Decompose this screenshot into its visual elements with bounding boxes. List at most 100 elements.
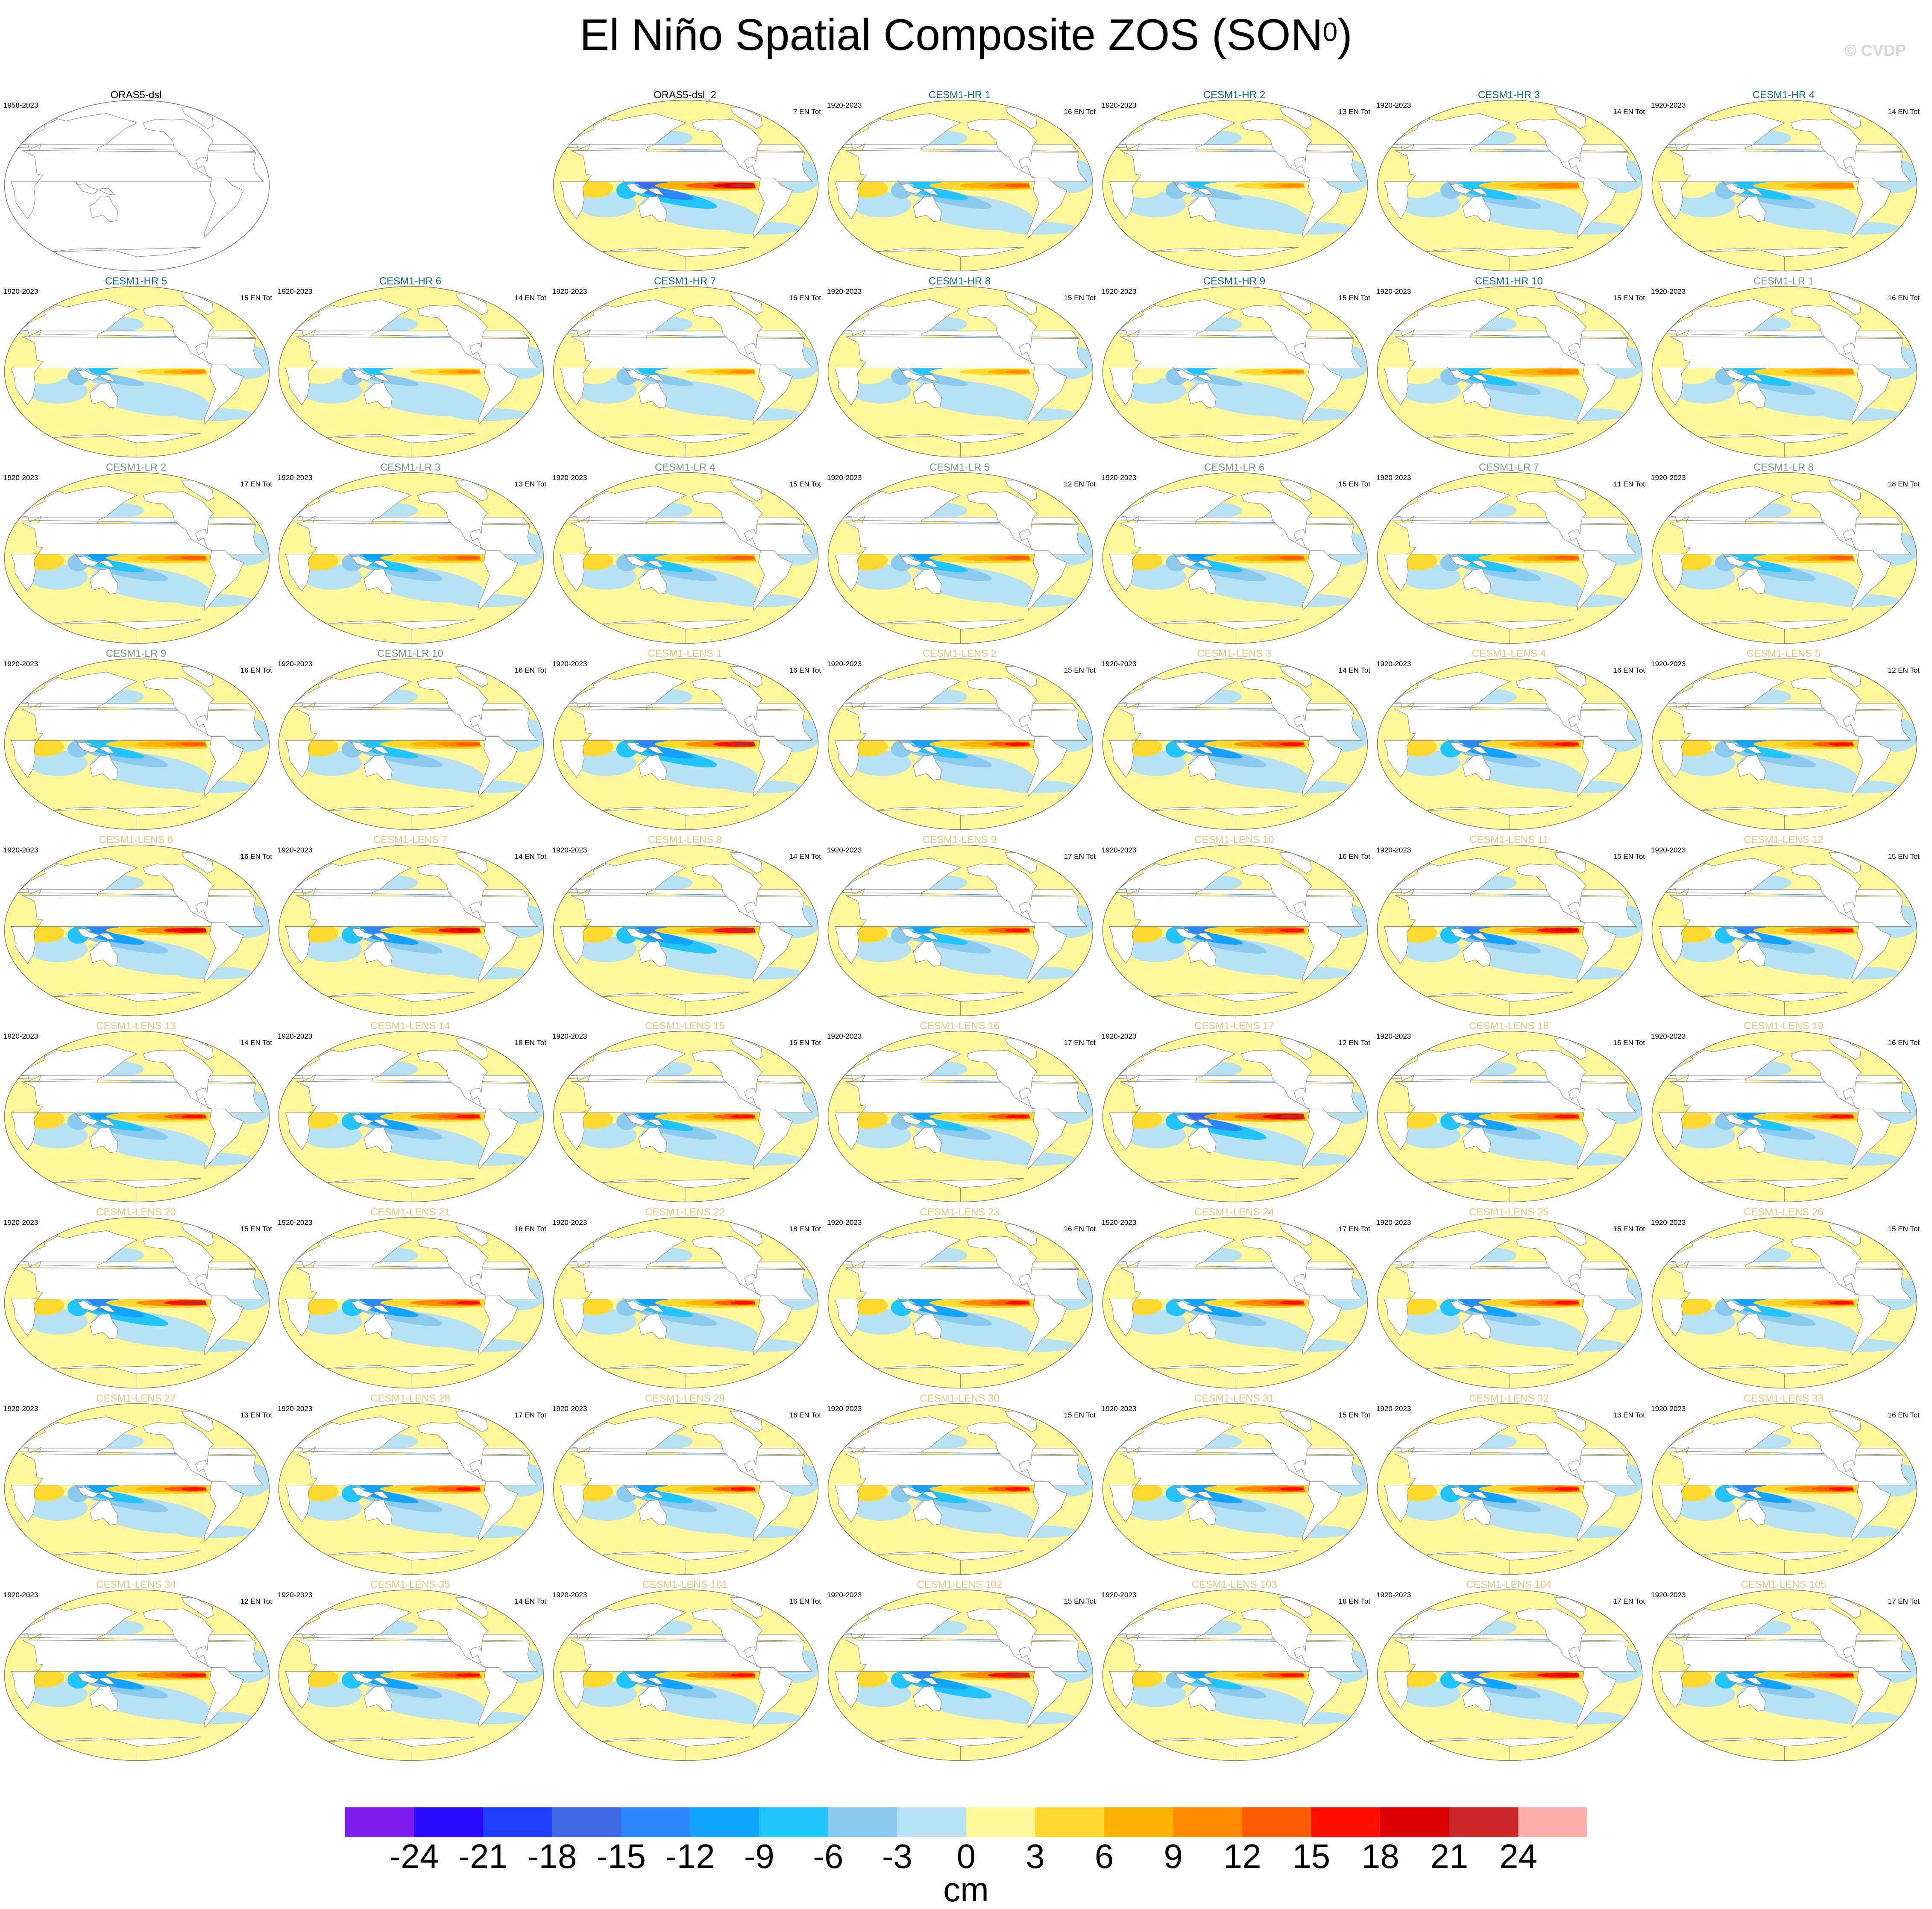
coastline <box>638 196 667 222</box>
panel-title: CESM1-LENS 8 <box>648 834 722 846</box>
coastline <box>692 305 763 365</box>
colorbar-tick-label: 15 <box>1292 1837 1331 1875</box>
coastline <box>598 619 750 644</box>
coastline <box>638 382 667 408</box>
colorbar-tick-label: 21 <box>1430 1837 1469 1875</box>
anomaly-contour <box>1554 742 1580 746</box>
panel-title: CESM1-LENS 103 <box>1191 1579 1277 1590</box>
anomaly-contour <box>730 184 756 187</box>
globe-outline <box>553 658 819 830</box>
coastline <box>638 940 667 967</box>
coastline <box>872 433 1024 457</box>
panel-years: 1920-2023 <box>1651 660 1686 668</box>
panel-event-count: 16 EN Tot <box>1064 1225 1096 1233</box>
coastline <box>1241 305 1312 365</box>
world-map <box>1651 100 1917 272</box>
globe-outline <box>1377 1031 1643 1203</box>
panel-years: 1920-2023 <box>3 846 38 854</box>
panel-years: 1920-2023 <box>1102 1591 1137 1599</box>
coastline <box>1027 1109 1067 1169</box>
map-panel: CESM1-LENS 17 1920-2023 12 EN Tot <box>1098 1021 1370 1206</box>
panel-years: 1920-2023 <box>1376 1405 1411 1413</box>
anomaly-contour <box>450 1525 527 1538</box>
map-panel: CESM1-LENS 34 1920-2023 12 EN Tot <box>0 1579 272 1765</box>
panel-years: 1920-2023 <box>278 1032 313 1040</box>
coastline <box>1447 1298 1489 1313</box>
panel-years: 1920-2023 <box>1651 474 1686 482</box>
panel-event-count: 18 EN Tot <box>789 1225 821 1233</box>
coastline <box>1302 736 1342 797</box>
panel-years: 1920-2023 <box>827 474 862 482</box>
panel-event-count: 15 EN Tot <box>1613 852 1645 861</box>
world-map <box>1651 1031 1917 1203</box>
world-map <box>553 472 819 644</box>
coastline <box>74 1298 116 1313</box>
coastline <box>1851 1667 1891 1728</box>
anomaly-contour <box>455 742 481 746</box>
globe-outline <box>1651 844 1917 1016</box>
anomaly-contour <box>1401 1309 1461 1335</box>
map-panel: CESM1-LENS 8 1920-2023 14 EN Tot <box>549 834 821 1020</box>
panel-event-count: 17 EN Tot <box>514 1411 546 1419</box>
panel-years: 1920-2023 <box>278 846 313 854</box>
colorbar-tick-label: 6 <box>1094 1837 1114 1875</box>
coastline <box>1172 367 1214 382</box>
coastline <box>1241 1236 1312 1296</box>
anomaly-contour <box>1675 564 1736 590</box>
coastline <box>913 940 942 967</box>
anomaly-contour <box>1554 928 1580 932</box>
anomaly-contour <box>455 1673 481 1677</box>
anomaly-contour <box>999 594 1076 607</box>
coastline <box>364 568 393 594</box>
map-panel: CESM1-LENS 25 1920-2023 15 EN Tot <box>1373 1207 1645 1393</box>
colorbar-swatch <box>552 1807 622 1837</box>
map-panel: CESM1-LENS 29 1920-2023 16 EN Tot <box>549 1393 821 1579</box>
anomaly-contour <box>730 742 756 746</box>
globe-outline <box>827 1217 1094 1389</box>
anomaly-contour <box>1548 1711 1626 1725</box>
colorbar-tick-label: 12 <box>1223 1837 1261 1875</box>
anomaly-contour <box>1401 936 1461 962</box>
panel-years: 1920-2023 <box>552 846 587 854</box>
anomaly-contour <box>1554 1487 1580 1491</box>
anomaly-contour <box>302 1495 362 1521</box>
coastline <box>1462 940 1491 967</box>
coastline <box>1851 178 1891 238</box>
globe-outline <box>1377 286 1643 458</box>
anomaly-contour <box>1675 1122 1736 1148</box>
anomaly-contour <box>181 1301 207 1305</box>
coastline <box>1721 1484 1763 1499</box>
coastline <box>417 305 488 365</box>
panel-title: CESM1-LENS 105 <box>1741 1579 1826 1590</box>
colorbar-tick-labels: -24 -21 -18 -15 -12 -9 -6 -3 0 3 6 9 12 15 18 21 24 <box>345 1837 1587 1876</box>
anomaly-contour <box>1274 594 1351 607</box>
coastline <box>913 1127 942 1153</box>
colorbar-swatch <box>1518 1807 1588 1837</box>
panel-title: CESM1-LR 2 <box>106 462 167 473</box>
panel-years: 1920-2023 <box>1651 1218 1686 1227</box>
globe-outline <box>1377 100 1643 272</box>
map-panel: CESM1-LR 3 1920-2023 13 EN Tot <box>274 462 546 648</box>
map-panel: CESM1-LR 10 1920-2023 16 EN Tot <box>274 648 546 834</box>
coastline <box>74 925 116 940</box>
panel-title: CESM1-HR 9 <box>1203 275 1266 287</box>
globe-outline <box>1377 658 1643 830</box>
panel-years: 1920-2023 <box>552 1591 587 1599</box>
colorbar-swatch <box>1242 1807 1312 1837</box>
map-panel: CESM1-LENS 6 1920-2023 16 EN Tot <box>0 834 272 1020</box>
panel-event-count: 11 EN Tot <box>1613 480 1645 488</box>
map-panel: CESM1-LR 9 1920-2023 16 EN Tot <box>0 648 272 834</box>
coastline <box>1790 119 1862 179</box>
panel-years: 1920-2023 <box>1102 1032 1137 1040</box>
anomaly-contour <box>1823 594 1900 607</box>
coastline <box>1172 1484 1214 1499</box>
map-panel: CESM1-LENS 18 1920-2023 16 EN Tot <box>1373 1021 1645 1206</box>
colorbar-tick-label: -21 <box>458 1837 508 1875</box>
panel-years: 1920-2023 <box>827 101 862 109</box>
map-panel: CESM1-LR 5 1920-2023 12 EN Tot <box>824 462 1096 648</box>
panel-title: CESM1-LENS 22 <box>645 1206 725 1218</box>
panel-years: 1920-2023 <box>827 287 862 296</box>
coastline <box>1577 1667 1617 1728</box>
panel-event-count: 18 EN Tot <box>1338 1597 1370 1605</box>
map-panel: CESM1-LENS 5 1920-2023 12 EN Tot <box>1648 648 1920 834</box>
